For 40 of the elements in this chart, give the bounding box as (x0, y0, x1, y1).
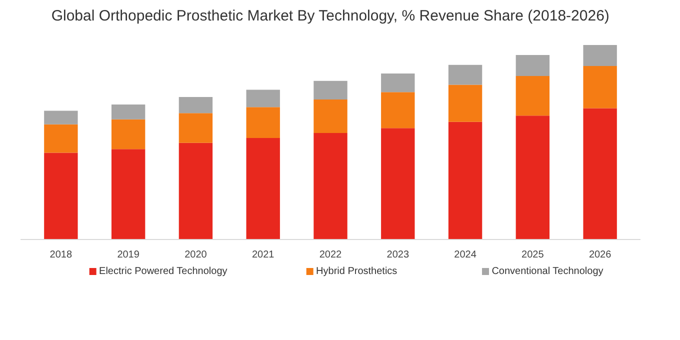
bar (44, 124, 78, 153)
bar (448, 64, 482, 85)
chart-title: Global Orthopedic Prosthetic Market By Technology, % Revenue Share (2018-2026) (51, 8, 610, 24)
bar (246, 138, 280, 240)
bar (314, 132, 348, 240)
bar (448, 84, 482, 122)
x-tick-label: 2025 (522, 250, 544, 260)
bar (516, 54, 550, 76)
bar (583, 108, 617, 240)
bar (44, 110, 78, 124)
x-tick-label: 2021 (252, 250, 275, 260)
bar (246, 107, 280, 138)
x-tick-label: 2026 (588, 250, 612, 260)
legend-label: Conventional Technology (492, 266, 604, 277)
bar (381, 73, 415, 92)
bar (381, 128, 415, 240)
bar (178, 142, 213, 240)
bar (583, 45, 617, 66)
bar (381, 92, 415, 128)
bar (516, 76, 550, 116)
x-tick-label: 2018 (50, 250, 72, 260)
x-tick-label: 2022 (319, 250, 342, 260)
bar (44, 152, 78, 240)
x-tick-label: 2020 (184, 250, 208, 260)
bar (314, 80, 348, 100)
bar (516, 116, 550, 240)
legend-label: Electric Powered Technology (99, 266, 228, 277)
bar (314, 100, 348, 133)
bar (111, 149, 146, 240)
bar (111, 104, 146, 120)
bar (246, 90, 280, 108)
x-tick-label: 2019 (117, 250, 140, 260)
x-tick-label: 2023 (386, 250, 410, 260)
bar (448, 122, 482, 240)
bar (178, 113, 213, 143)
legend-label: Hybrid Prosthetics (316, 266, 398, 277)
x-tick-label: 2024 (454, 250, 477, 260)
bar (583, 66, 617, 108)
bar (111, 119, 146, 150)
bar (178, 96, 213, 114)
